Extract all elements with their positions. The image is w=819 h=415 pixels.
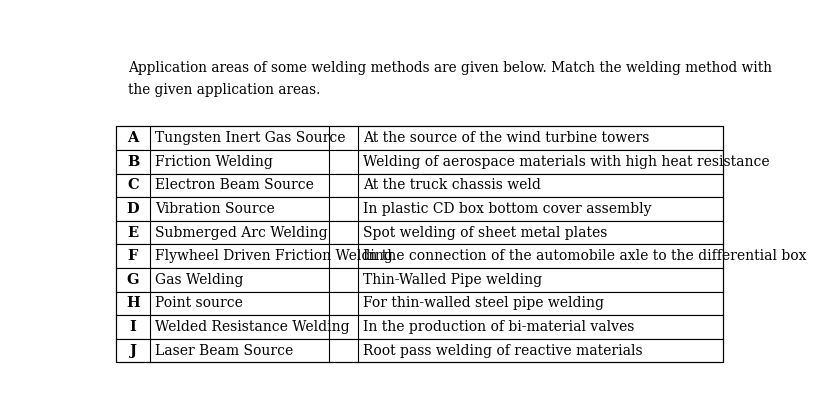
- Text: Tungsten Inert Gas Source: Tungsten Inert Gas Source: [155, 131, 346, 145]
- Text: B: B: [127, 155, 139, 169]
- Bar: [116, 221, 723, 244]
- Bar: [116, 339, 723, 362]
- Text: F: F: [128, 249, 138, 263]
- Text: I: I: [129, 320, 137, 334]
- Text: Laser Beam Source: Laser Beam Source: [155, 344, 293, 358]
- Text: In the connection of the automobile axle to the differential box: In the connection of the automobile axle…: [363, 249, 807, 263]
- Bar: [116, 173, 723, 197]
- Text: the given application areas.: the given application areas.: [128, 83, 320, 98]
- Text: C: C: [127, 178, 139, 193]
- Text: G: G: [127, 273, 139, 287]
- Text: Spot welding of sheet metal plates: Spot welding of sheet metal plates: [363, 226, 608, 239]
- Text: Thin-Walled Pipe welding: Thin-Walled Pipe welding: [363, 273, 542, 287]
- Text: E: E: [128, 226, 138, 239]
- Text: For thin-walled steel pipe welding: For thin-walled steel pipe welding: [363, 296, 604, 310]
- Bar: [116, 197, 723, 221]
- Bar: [116, 244, 723, 268]
- Text: Gas Welding: Gas Welding: [155, 273, 243, 287]
- Bar: [116, 127, 723, 150]
- Text: In plastic CD box bottom cover assembly: In plastic CD box bottom cover assembly: [363, 202, 651, 216]
- Text: Electron Beam Source: Electron Beam Source: [155, 178, 314, 193]
- Bar: [116, 150, 723, 173]
- Text: A: A: [127, 131, 138, 145]
- Text: Application areas of some welding methods are given below. Match the welding met: Application areas of some welding method…: [128, 61, 771, 75]
- Text: J: J: [129, 344, 137, 358]
- Text: Submerged Arc Welding: Submerged Arc Welding: [155, 226, 328, 239]
- Text: D: D: [127, 202, 139, 216]
- Text: In the production of bi-material valves: In the production of bi-material valves: [363, 320, 634, 334]
- Text: Root pass welding of reactive materials: Root pass welding of reactive materials: [363, 344, 643, 358]
- Bar: [116, 127, 723, 362]
- Bar: [116, 315, 723, 339]
- Text: Vibration Source: Vibration Source: [155, 202, 274, 216]
- Text: Welding of aerospace materials with high heat resistance: Welding of aerospace materials with high…: [363, 155, 770, 169]
- Bar: [116, 292, 723, 315]
- Text: H: H: [126, 296, 140, 310]
- Text: At the source of the wind turbine towers: At the source of the wind turbine towers: [363, 131, 649, 145]
- Bar: [116, 268, 723, 292]
- Text: At the truck chassis weld: At the truck chassis weld: [363, 178, 541, 193]
- Text: Flywheel Driven Friction Welding: Flywheel Driven Friction Welding: [155, 249, 392, 263]
- Text: Friction Welding: Friction Welding: [155, 155, 273, 169]
- Text: Point source: Point source: [155, 296, 242, 310]
- Text: Welded Resistance Welding: Welded Resistance Welding: [155, 320, 350, 334]
